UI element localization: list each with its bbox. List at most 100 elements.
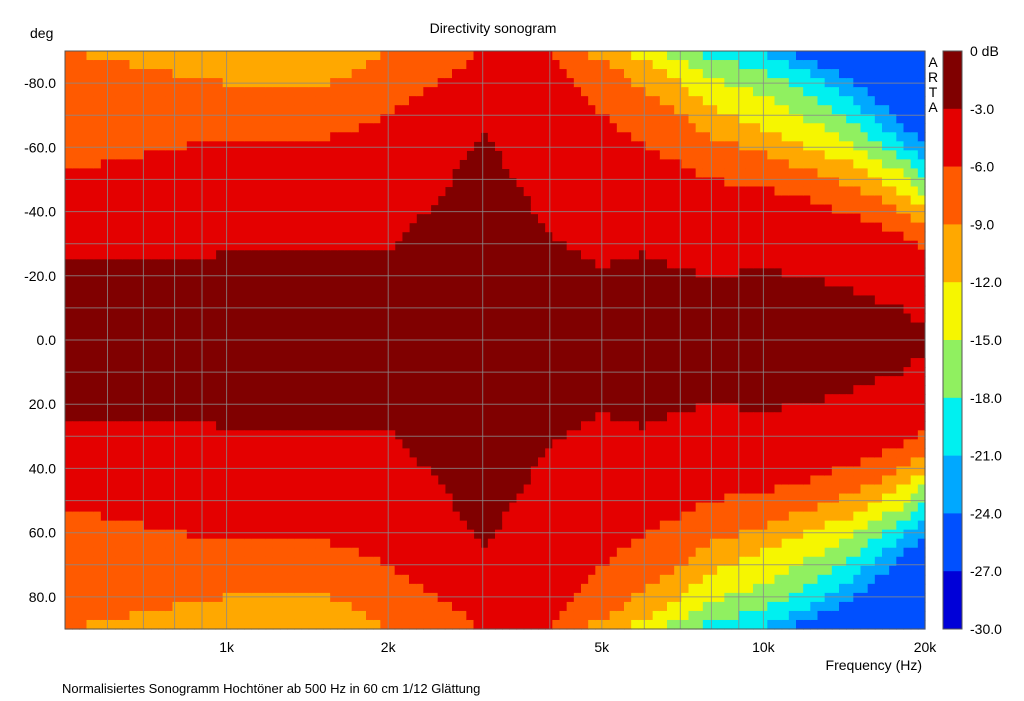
heatmap-cell	[588, 502, 596, 513]
heatmap-cell	[172, 51, 181, 61]
heatmap-cell	[315, 123, 324, 133]
heatmap-cell	[194, 186, 202, 197]
heatmap-cell	[387, 51, 396, 61]
heatmap-cell	[487, 565, 496, 576]
heatmap-cell	[846, 601, 854, 612]
heatmap-cell	[566, 231, 575, 242]
heatmap-cell	[702, 240, 711, 251]
heatmap-cell	[158, 51, 166, 61]
heatmap-cell	[659, 565, 668, 576]
heatmap-cell	[731, 547, 740, 558]
heatmap-cell	[781, 457, 790, 468]
heatmap-cell	[495, 583, 503, 594]
heatmap-cell	[631, 565, 639, 576]
heatmap-cell	[215, 493, 224, 504]
heatmap-cell	[79, 430, 88, 440]
heatmap-cell	[659, 231, 668, 242]
heatmap-cell	[151, 592, 159, 603]
heatmap-cell	[853, 448, 862, 459]
heatmap-cell	[251, 556, 260, 567]
heatmap-cell	[609, 150, 618, 160]
heatmap-cell	[380, 150, 389, 160]
heatmap-cell	[179, 529, 188, 540]
heatmap-cell	[545, 69, 553, 79]
heatmap-cell	[358, 222, 367, 233]
heatmap-cell	[373, 222, 381, 233]
heatmap-cell	[416, 204, 424, 215]
heatmap-cell	[538, 204, 546, 215]
heatmap-cell	[652, 177, 661, 188]
heatmap-cell	[437, 168, 446, 179]
heatmap-cell	[86, 51, 95, 61]
heatmap-cell	[294, 87, 303, 97]
heatmap-cell	[301, 457, 310, 468]
heatmap-cell	[824, 150, 833, 160]
heatmap-cell	[867, 475, 876, 486]
heatmap-cell	[108, 610, 116, 621]
heatmap-cell	[874, 610, 883, 621]
heatmap-cell	[115, 529, 123, 540]
heatmap-cell	[624, 69, 632, 79]
heatmap-cell	[724, 412, 733, 422]
heatmap-cell	[158, 475, 166, 486]
heatmap-cell	[215, 96, 224, 106]
heatmap-cell	[330, 493, 338, 504]
heatmap-cell	[151, 601, 159, 612]
heatmap-cell	[179, 240, 188, 251]
heatmap-cell	[308, 529, 317, 540]
heatmap-cell	[65, 601, 73, 612]
heatmap-cell	[423, 475, 432, 486]
heatmap-cell	[867, 285, 876, 296]
heatmap-cell	[824, 141, 833, 151]
heatmap-cell	[194, 610, 202, 621]
heatmap-cell	[143, 574, 152, 585]
heatmap-cell	[552, 186, 561, 197]
heatmap-cell	[745, 96, 754, 106]
heatmap-cell	[129, 186, 138, 197]
heatmap-cell	[265, 231, 274, 242]
heatmap-cell	[581, 439, 589, 449]
heatmap-cell	[631, 556, 639, 567]
heatmap-cell	[215, 177, 224, 188]
heatmap-cell	[122, 195, 131, 206]
heatmap-cell	[774, 538, 783, 549]
heatmap-cell	[165, 421, 174, 431]
heatmap-cell	[774, 511, 783, 522]
heatmap-cell	[100, 484, 109, 495]
heatmap-cell	[631, 538, 639, 549]
heatmap-cell	[839, 60, 847, 70]
heatmap-cell	[251, 231, 260, 242]
heatmap-cell	[151, 231, 159, 242]
heatmap-cell	[774, 493, 783, 504]
heatmap-cell	[831, 60, 840, 70]
heatmap-cell	[151, 195, 159, 206]
heatmap-cell	[151, 502, 159, 513]
heatmap-cell	[796, 258, 804, 269]
heatmap-cell	[516, 141, 525, 151]
heatmap-cell	[502, 574, 510, 585]
heatmap-cell	[860, 610, 869, 621]
heatmap-cell	[609, 502, 618, 513]
heatmap-cell	[251, 105, 260, 115]
heatmap-cell	[100, 114, 109, 124]
heatmap-cell	[566, 493, 575, 504]
heatmap-cell	[824, 132, 833, 142]
heatmap-cell	[394, 484, 403, 495]
heatmap-cell	[237, 502, 245, 513]
heatmap-cell	[817, 105, 826, 115]
heatmap-cell	[860, 502, 869, 513]
heatmap-cell	[229, 493, 238, 504]
heatmap-cell	[373, 520, 381, 531]
heatmap-cell	[358, 51, 367, 61]
heatmap-cell	[538, 511, 546, 522]
heatmap-cell	[86, 601, 95, 612]
heatmap-cell	[774, 529, 783, 540]
heatmap-cell	[839, 141, 847, 151]
heatmap-cell	[552, 610, 561, 621]
heatmap-cell	[788, 60, 797, 70]
heatmap-cell	[659, 430, 668, 440]
heatmap-cell	[165, 511, 174, 522]
heatmap-cell	[788, 475, 797, 486]
heatmap-cell	[201, 457, 209, 468]
heatmap-cell	[824, 610, 833, 621]
